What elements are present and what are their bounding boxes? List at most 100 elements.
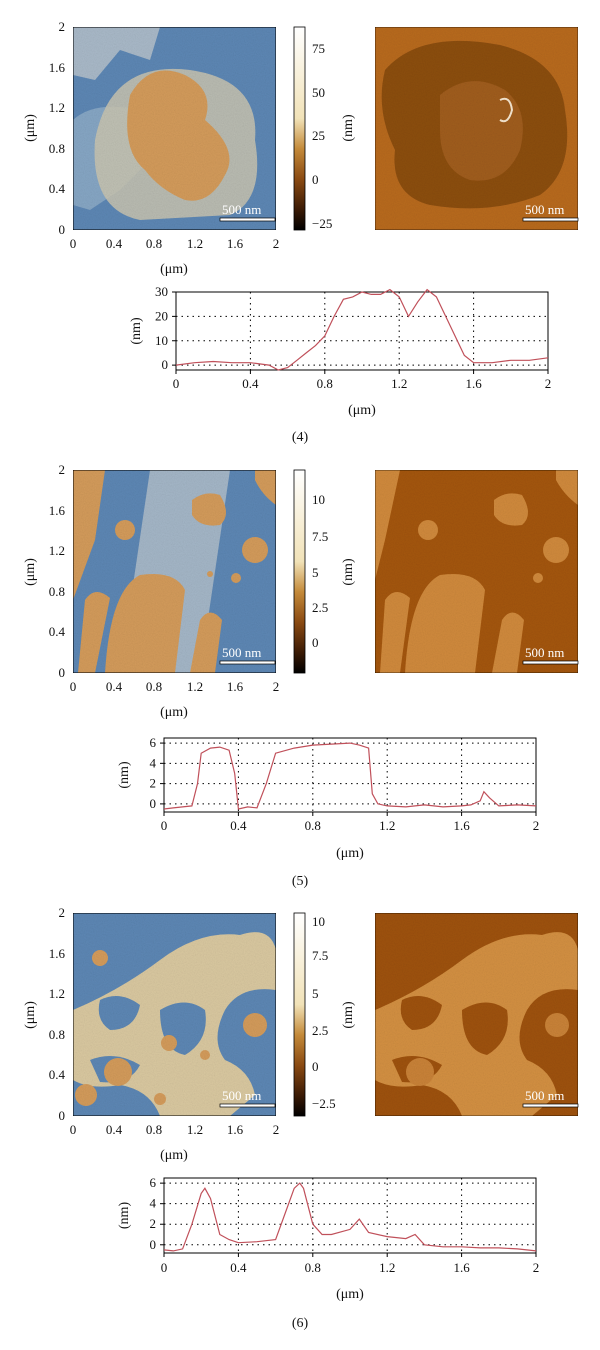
- panel-6-topography-image: [72, 912, 277, 1117]
- x-tick-label: 0.4: [230, 1260, 247, 1275]
- panel-6-colorbar: 10 7.5 5 2.5 0 −2.5 (nm): [293, 912, 356, 1117]
- plot-frame: [163, 1177, 537, 1254]
- y-tick: 0: [59, 665, 66, 680]
- panel-4-topography-image: [72, 26, 277, 231]
- y-tick-label: 0: [150, 1237, 157, 1252]
- panel-5-phase-image: [374, 469, 579, 674]
- profile-xlabel: (μm): [336, 1287, 364, 1302]
- colorbar-tick: −2.5: [312, 1096, 336, 1111]
- plot-frame: [175, 291, 549, 371]
- profile-series-line: [163, 742, 537, 810]
- y-tick-label: 20: [155, 308, 168, 323]
- x-tick-label: 0: [161, 1260, 168, 1275]
- x-tick: 1.6: [227, 236, 244, 251]
- x-tick: 0.4: [106, 1122, 123, 1137]
- panel-6-image-xlabel: (μm): [160, 1148, 188, 1163]
- x-tick: 0: [70, 236, 77, 251]
- panel-4-image-ylabel: (μm): [23, 114, 38, 142]
- panel-6: 500 nm 2 1.6 1.2 0.8 0.4 0 (μm) 0 0.4 0.…: [23, 905, 579, 1331]
- colorbar-tick: 7.5: [312, 529, 328, 544]
- panel-4-label: (4): [292, 430, 309, 445]
- panel-4-phase-scalebar: 500 nm: [522, 202, 579, 222]
- scalebar-label: 500 nm: [525, 202, 564, 217]
- x-tick-label: 1.2: [391, 376, 407, 391]
- x-tick-label: 0.8: [317, 376, 333, 391]
- y-tick-label: 2: [150, 1216, 157, 1231]
- y-tick: 1.6: [49, 60, 66, 75]
- colorbar-tick: 2.5: [312, 600, 328, 615]
- y-tick-label: 30: [155, 284, 168, 299]
- panel-5-label: (5): [292, 874, 309, 889]
- y-tick: 0.4: [49, 624, 66, 639]
- y-tick: 0.4: [49, 1067, 66, 1082]
- x-tick-label: 1.2: [379, 818, 395, 833]
- panel-6-topo-scalebar: 500 nm: [219, 1088, 276, 1108]
- x-tick: 0.8: [146, 1122, 162, 1137]
- y-tick: 1.6: [49, 946, 66, 961]
- profile-series-line: [163, 1182, 537, 1252]
- x-tick-label: 2: [533, 818, 540, 833]
- colorbar-tick: 10: [312, 914, 325, 929]
- profile-xlabel: (μm): [348, 403, 376, 418]
- panel-4-image-xlabel: (μm): [160, 262, 188, 277]
- panel-5-image-ylabel: (μm): [23, 558, 38, 586]
- y-tick: 0.8: [49, 141, 65, 156]
- profile-series-line: [175, 288, 549, 371]
- x-tick: 0: [70, 1122, 77, 1137]
- x-tick: 0.4: [106, 679, 123, 694]
- y-tick-label: 10: [155, 333, 168, 348]
- x-tick: 0.8: [146, 679, 162, 694]
- x-tick: 0.4: [106, 236, 123, 251]
- profile-ylabel: (nm): [129, 317, 144, 345]
- panel-5-colorbar: 10 7.5 5 2.5 0 (nm): [293, 469, 356, 674]
- x-tick-label: 1.2: [379, 1260, 395, 1275]
- x-tick: 2: [273, 236, 280, 251]
- colorbar-unit: (nm): [341, 1001, 356, 1029]
- colorbar-unit: (nm): [341, 114, 356, 142]
- panel-4-phase-image: [374, 26, 579, 231]
- panel-4-colorbar: 75 50 25 0 −25 (nm): [293, 26, 356, 231]
- y-tick: 0: [59, 1108, 66, 1123]
- x-tick-label: 0.8: [305, 1260, 321, 1275]
- x-tick: 1.6: [227, 1122, 244, 1137]
- colorbar-tick: 0: [312, 172, 319, 187]
- panel-4-height-profile: 0 0.4 0.8 1.2 1.6 2 30 20 10 0 (μm) (nm): [129, 284, 551, 418]
- panel-4-topo-scalebar: 500 nm: [219, 202, 276, 222]
- colorbar-tick: 0: [312, 1059, 319, 1074]
- colorbar-tick: −25: [312, 216, 332, 231]
- x-tick: 0: [70, 679, 77, 694]
- panel-5-image-x-ticks: 0 0.4 0.8 1.2 1.6 2: [70, 679, 280, 694]
- y-tick: 0.4: [49, 181, 66, 196]
- x-tick: 1.2: [187, 679, 203, 694]
- x-tick-label: 1.6: [453, 818, 470, 833]
- panel-5-topography-image: [72, 469, 277, 674]
- colorbar-tick: 75: [312, 41, 325, 56]
- panel-6-image-y-ticks: 2 1.6 1.2 0.8 0.4 0: [49, 905, 66, 1123]
- x-tick-label: 0.4: [242, 376, 259, 391]
- panel-4-image-x-ticks: 0 0.4 0.8 1.2 1.6 2: [70, 236, 280, 251]
- y-tick-label: 0: [150, 796, 157, 811]
- y-tick-label: 0: [162, 357, 169, 372]
- x-tick: 1.2: [187, 236, 203, 251]
- colorbar-tick: 10: [312, 492, 325, 507]
- x-tick-label: 2: [533, 1260, 540, 1275]
- scalebar-label: 500 nm: [525, 1088, 564, 1103]
- x-tick: 2: [273, 1122, 280, 1137]
- x-tick: 0.8: [146, 236, 162, 251]
- x-tick-label: 1.6: [453, 1260, 470, 1275]
- profile-ylabel: (nm): [117, 761, 132, 789]
- y-tick-label: 4: [150, 1196, 157, 1211]
- x-tick-label: 2: [545, 376, 552, 391]
- y-tick: 1.2: [49, 100, 65, 115]
- x-tick-label: 0: [161, 818, 168, 833]
- panel-5-image-xlabel: (μm): [160, 705, 188, 720]
- x-tick: 1.6: [227, 679, 244, 694]
- colorbar-tick: 2.5: [312, 1023, 328, 1038]
- panel-6-label: (6): [292, 1316, 309, 1331]
- y-tick: 2: [59, 462, 66, 477]
- colorbar-unit: (nm): [341, 558, 356, 586]
- colorbar-tick: 0: [312, 635, 319, 650]
- y-tick-label: 6: [150, 735, 157, 750]
- x-tick-label: 0: [173, 376, 180, 391]
